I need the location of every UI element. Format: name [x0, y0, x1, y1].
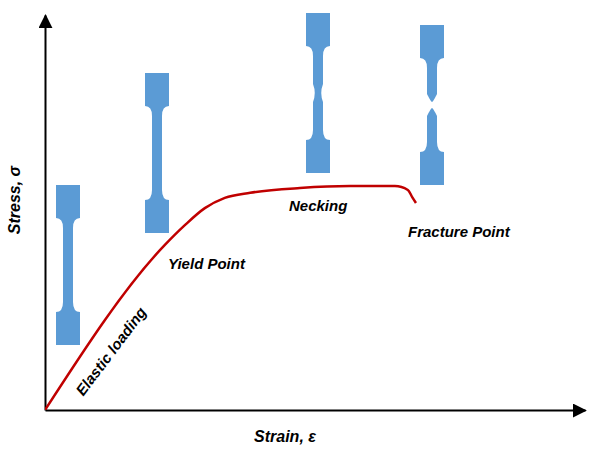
specimen-gauge — [313, 56, 323, 130]
axis-line — [46, 410, 586, 412]
specimen-grip — [306, 140, 330, 173]
stress-strain-curve — [45, 186, 416, 410]
specimen-grip — [420, 25, 444, 58]
y-axis — [45, 16, 46, 411]
chart: Strain, ε Stress, σ Elastic loading Yield P… — [0, 0, 599, 458]
plot-area — [45, 186, 416, 410]
specimen-gauge — [427, 68, 437, 102]
annotation: Necking — [289, 197, 347, 214]
specimen — [306, 13, 330, 173]
specimen-fillet — [306, 46, 330, 56]
specimen-grip — [145, 73, 169, 106]
specimen-grip — [56, 312, 80, 345]
specimen-fillet — [420, 142, 444, 152]
specimen-fillet — [56, 302, 80, 312]
annotation: Fracture Point — [408, 223, 511, 240]
annotation: Elastic loading — [72, 304, 149, 399]
specimen-fillet — [306, 130, 330, 140]
specimen-gauge — [63, 228, 73, 302]
specimen — [420, 25, 444, 185]
y-axis-title: Stress, σ — [6, 164, 23, 234]
x-axis-title: Strain, ε — [254, 428, 316, 445]
x-axis — [46, 410, 586, 411]
specimen-fillet — [145, 190, 169, 200]
specimen — [145, 73, 169, 233]
specimen-fillet — [145, 106, 169, 116]
specimen — [56, 185, 80, 345]
specimen-fillet — [420, 58, 444, 68]
specimen-fillet — [56, 218, 80, 228]
annotation: Yield Point — [168, 255, 246, 272]
specimen-grip — [306, 13, 330, 46]
specimen-grip — [145, 200, 169, 233]
specimen-gauge — [427, 108, 437, 142]
axis-line — [45, 16, 47, 411]
specimen-grip — [420, 152, 444, 185]
specimen-grip — [56, 185, 80, 218]
specimen-gauge — [152, 116, 162, 190]
